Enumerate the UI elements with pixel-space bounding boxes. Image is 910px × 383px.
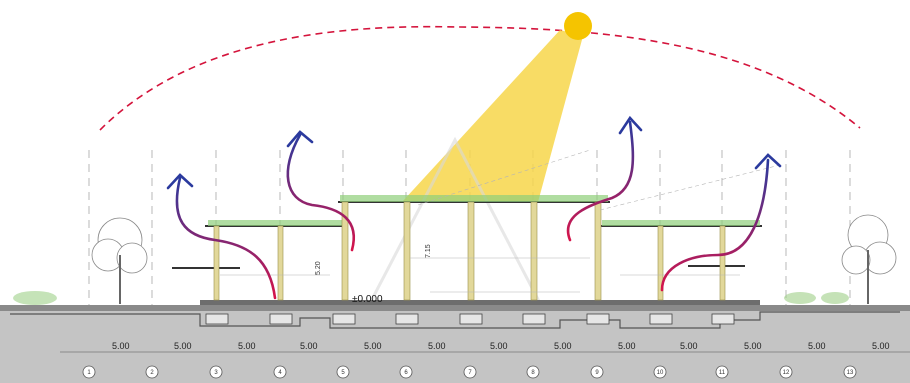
- bay-dimensions: 5.00 5.00 5.00 5.00 5.00 5.00 5.00 5.00 …: [112, 341, 890, 351]
- sun-beam: [402, 30, 583, 202]
- floor-slab: [200, 300, 760, 305]
- grid-axis-label: 3: [214, 370, 218, 376]
- bay-dimension: 5.00: [872, 341, 890, 351]
- bay-dimension: 5.00: [618, 341, 636, 351]
- height-label-center: 7.15: [425, 244, 432, 258]
- interior-details: [220, 149, 781, 293]
- grid-axis-label: 4: [278, 370, 282, 376]
- tree-icon: [91, 217, 148, 304]
- grid-axes: 1 2 3 4 5 6 7 8 9 10 11 12 13: [82, 365, 857, 379]
- grid-axis-label: 6: [404, 370, 408, 376]
- airflow-arrow: [660, 158, 770, 292]
- bay-dimension: 5.00: [364, 341, 382, 351]
- elevation-label: ±0.000: [352, 294, 383, 305]
- bay-dimension: 5.00: [554, 341, 572, 351]
- grid-axis-label: 10: [657, 370, 664, 376]
- height-label-left: 5.20: [315, 261, 322, 275]
- grid-axis-label: 11: [719, 370, 726, 376]
- grid-axis-label: 12: [783, 370, 790, 376]
- arrowhead: [618, 115, 643, 135]
- sun-icon: [564, 12, 592, 40]
- ground-surface: [0, 305, 910, 311]
- grid-axis-label: 13: [847, 370, 854, 376]
- bay-dimension: 5.00: [490, 341, 508, 351]
- airflow-arrow: [566, 120, 635, 242]
- bay-dimension: 5.00: [808, 341, 826, 351]
- columns: [213, 201, 726, 301]
- bay-dimension: 5.00: [174, 341, 192, 351]
- arrowhead: [166, 173, 194, 190]
- footings: [205, 313, 735, 325]
- bay-dimension: 5.00: [744, 341, 762, 351]
- grid-axis-label: 1: [87, 370, 91, 376]
- bay-dimension: 5.00: [428, 341, 446, 351]
- bay-dimension: 5.00: [680, 341, 698, 351]
- sun-path-arc: [99, 25, 861, 131]
- airflow-arrows: [166, 115, 782, 300]
- roof-greenery: [208, 195, 760, 226]
- airflow-arrow: [286, 133, 355, 252]
- ground-fill: [0, 311, 910, 383]
- grid-axis-label: 9: [595, 370, 599, 376]
- bay-dimension: 5.00: [300, 341, 318, 351]
- tree-icon: [841, 214, 897, 304]
- bay-dimension: 5.00: [238, 341, 256, 351]
- shrubs: [13, 291, 849, 305]
- arrowhead: [286, 130, 314, 148]
- arrowhead: [754, 153, 782, 170]
- airflow-arrow: [175, 176, 277, 300]
- grid-axis-label: 8: [531, 370, 535, 376]
- grid-axis-label: 5: [341, 370, 345, 376]
- foundation-line: [10, 311, 900, 329]
- grid-axis-label: 2: [150, 370, 154, 376]
- grid-axis-label: 7: [468, 370, 472, 376]
- bay-dimension: 5.00: [112, 341, 130, 351]
